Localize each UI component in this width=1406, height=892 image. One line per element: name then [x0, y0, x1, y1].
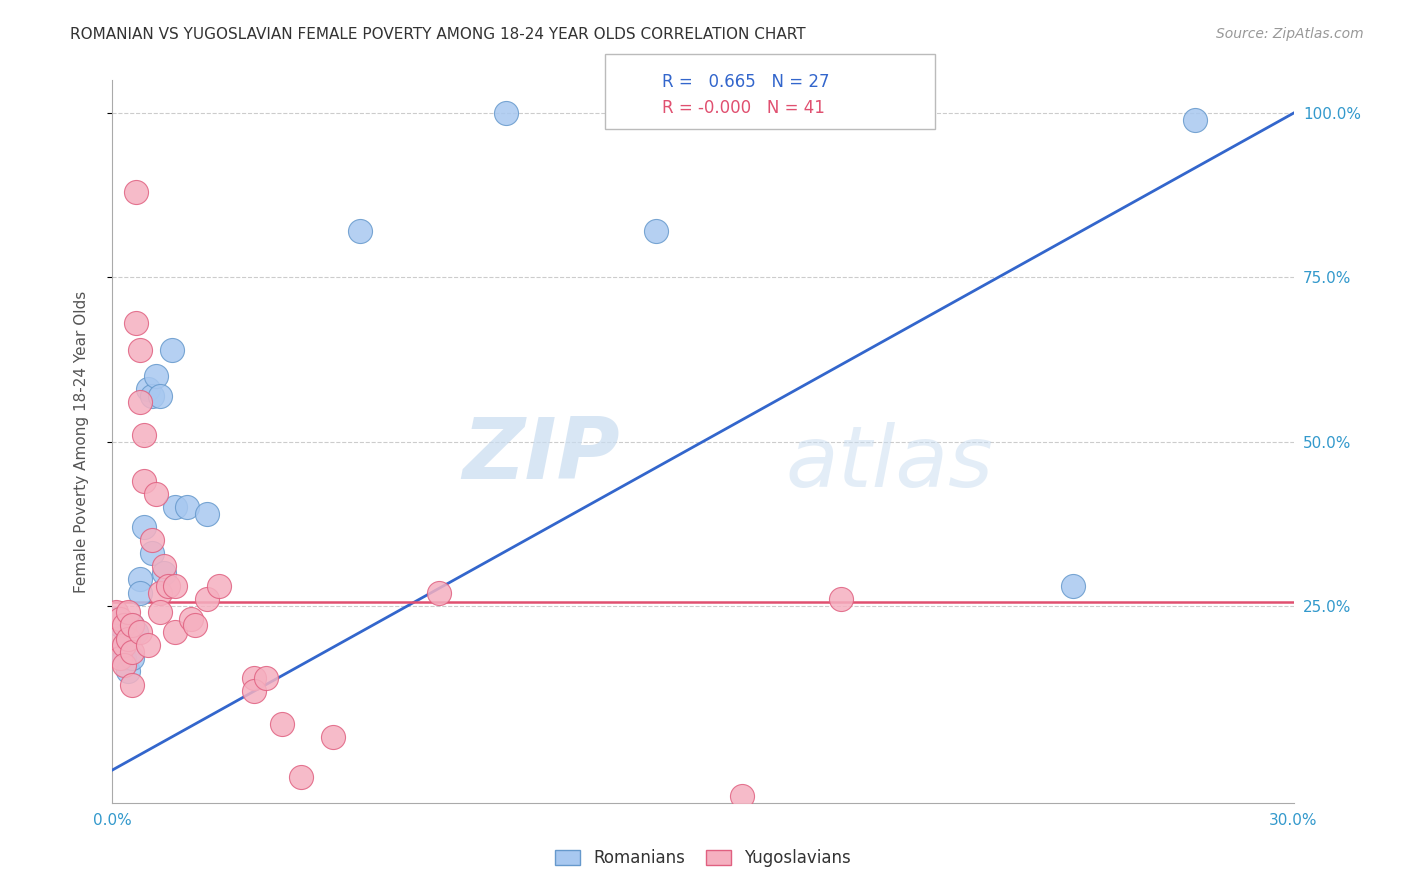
Point	[105, 605, 128, 619]
Point	[141, 388, 163, 402]
Point	[152, 559, 174, 574]
Point	[180, 612, 202, 626]
Point	[427, 585, 450, 599]
Point	[149, 585, 172, 599]
Point	[136, 382, 159, 396]
Point	[243, 671, 266, 685]
Point	[132, 520, 155, 534]
Y-axis label: Female Poverty Among 18-24 Year Olds: Female Poverty Among 18-24 Year Olds	[75, 291, 89, 592]
Point	[195, 507, 218, 521]
Point	[129, 585, 152, 599]
Point	[160, 343, 183, 357]
Point	[254, 671, 277, 685]
Point	[129, 573, 152, 587]
Point	[141, 546, 163, 560]
Point	[1184, 112, 1206, 127]
Point	[112, 638, 135, 652]
Point	[121, 645, 143, 659]
Point	[121, 677, 143, 691]
Point	[145, 487, 167, 501]
Point	[117, 632, 139, 646]
Point	[121, 618, 143, 632]
Legend: Romanians, Yugoslavians: Romanians, Yugoslavians	[548, 843, 858, 874]
Point	[112, 638, 135, 652]
Point	[195, 592, 218, 607]
Point	[149, 605, 172, 619]
Point	[731, 789, 754, 804]
Point	[121, 651, 143, 665]
Point	[125, 625, 148, 640]
Point	[156, 579, 179, 593]
Point	[165, 625, 187, 640]
Point	[152, 566, 174, 580]
Point	[1062, 579, 1084, 593]
Point	[136, 638, 159, 652]
Text: R =   0.665   N = 27: R = 0.665 N = 27	[662, 72, 830, 91]
Point	[176, 500, 198, 515]
Point	[112, 657, 135, 672]
Point	[117, 665, 139, 679]
Point	[149, 388, 172, 402]
Point	[110, 612, 132, 626]
Point	[184, 618, 207, 632]
Point	[110, 618, 132, 632]
Point	[290, 770, 312, 784]
Point	[322, 730, 344, 744]
Point	[125, 185, 148, 199]
Point	[105, 632, 128, 646]
Point	[117, 625, 139, 640]
Point	[112, 651, 135, 665]
Text: ROMANIAN VS YUGOSLAVIAN FEMALE POVERTY AMONG 18-24 YEAR OLDS CORRELATION CHART: ROMANIAN VS YUGOSLAVIAN FEMALE POVERTY A…	[70, 27, 806, 42]
Point	[208, 579, 231, 593]
Point	[145, 368, 167, 383]
Text: ZIP: ZIP	[463, 415, 620, 498]
Point	[132, 428, 155, 442]
Point	[644, 224, 666, 238]
Point	[129, 395, 152, 409]
Text: atlas: atlas	[786, 422, 994, 505]
Point	[165, 579, 187, 593]
Point	[165, 500, 187, 515]
Point	[112, 618, 135, 632]
Point	[243, 684, 266, 698]
Point	[117, 605, 139, 619]
Point	[132, 474, 155, 488]
Point	[110, 651, 132, 665]
Point	[129, 625, 152, 640]
Point	[270, 717, 292, 731]
Text: R = -0.000   N = 41: R = -0.000 N = 41	[662, 99, 825, 117]
Point	[105, 612, 128, 626]
Point	[495, 106, 517, 120]
Point	[349, 224, 371, 238]
Point	[830, 592, 852, 607]
Point	[129, 343, 152, 357]
Point	[125, 316, 148, 330]
Point	[121, 618, 143, 632]
Text: Source: ZipAtlas.com: Source: ZipAtlas.com	[1216, 27, 1364, 41]
Point	[141, 533, 163, 547]
